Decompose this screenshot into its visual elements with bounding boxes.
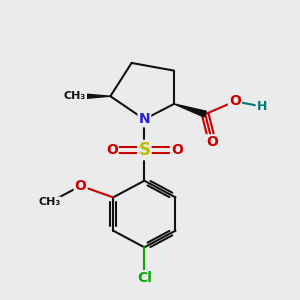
Text: O: O <box>75 179 87 193</box>
Text: S: S <box>138 141 150 159</box>
Text: CH₃: CH₃ <box>64 91 86 101</box>
Text: N: N <box>139 112 150 126</box>
Text: Cl: Cl <box>137 271 152 285</box>
Text: CH₃: CH₃ <box>38 197 61 208</box>
Text: O: O <box>229 94 241 108</box>
Text: O: O <box>206 135 218 149</box>
Text: O: O <box>106 143 118 157</box>
Polygon shape <box>75 93 110 99</box>
Text: O: O <box>171 143 183 157</box>
Text: H: H <box>256 100 267 113</box>
Polygon shape <box>174 104 206 117</box>
